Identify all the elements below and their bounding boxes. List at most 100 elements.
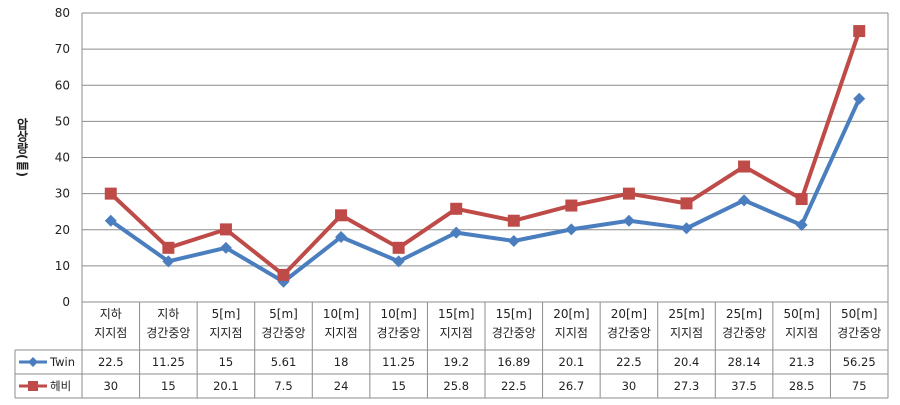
series-0: [104, 92, 866, 288]
table-cell: 30: [622, 379, 637, 393]
data-point: [162, 241, 175, 254]
y-tick-label: 60: [55, 78, 70, 92]
data-point: [622, 214, 635, 227]
x-tick-label: 5[m]: [212, 307, 241, 321]
data-point: [680, 197, 693, 210]
table-cell: 16.89: [497, 355, 530, 369]
data-point: [680, 222, 693, 235]
table-cell: 24: [334, 379, 349, 393]
y-tick-label: 40: [55, 151, 70, 165]
legend-label: Twin: [49, 355, 75, 369]
data-point: [795, 193, 808, 206]
table-cell: 22.5: [616, 355, 642, 369]
x-tick-label: 경간중앙: [146, 326, 190, 340]
table-cell: 37.5: [731, 379, 757, 393]
y-tick-label: 70: [55, 42, 70, 56]
table-cell: 11.25: [382, 355, 415, 369]
table-cell: 30: [103, 379, 118, 393]
x-tick-label: 지하: [100, 307, 122, 321]
y-tick-label: 0: [62, 295, 70, 309]
table-cell: 15: [219, 355, 234, 369]
x-tick-label: 경간중앙: [492, 326, 536, 340]
data-point: [162, 255, 175, 268]
data-point: [219, 241, 232, 254]
table-cell: 11.25: [152, 355, 185, 369]
data-point: [392, 241, 405, 254]
x-tick-label: 지지점: [440, 326, 473, 340]
gridlines: [82, 12, 888, 267]
table-cell: 25.8: [443, 379, 469, 393]
y-tick-label: 20: [55, 223, 70, 237]
x-tick-label: 경간중앙: [261, 326, 305, 340]
table-cell: 28.5: [789, 379, 815, 393]
data-point: [507, 214, 520, 227]
table-cell: 5.61: [271, 355, 297, 369]
data-point: [28, 381, 38, 391]
axes: 0 10 20 30 40 50 60 70 80: [55, 6, 889, 309]
data-point: [565, 223, 578, 236]
data-point: [450, 226, 463, 239]
data-point: [507, 234, 520, 247]
table-cell: 20.1: [559, 355, 585, 369]
x-tick-label: 경간중앙: [607, 326, 651, 340]
data-point: [28, 357, 38, 367]
data-point: [104, 214, 117, 227]
data-point: [335, 209, 348, 222]
x-tick-label: 15[m]: [496, 307, 532, 321]
table-cell: 15: [391, 379, 406, 393]
legend-label: 헤비: [50, 379, 71, 393]
y-tick-label: 50: [55, 114, 70, 128]
data-point: [450, 202, 463, 215]
table-cell: 28.14: [728, 355, 761, 369]
x-tick-label: 10[m]: [380, 307, 416, 321]
x-tick-label: 지지점: [94, 326, 127, 340]
series-line: [109, 97, 862, 284]
table-cell: 18: [334, 355, 349, 369]
data-point: [738, 160, 751, 173]
table-cell: 27.3: [674, 379, 700, 393]
x-tick-label: 50[m]: [841, 307, 877, 321]
data-point: [622, 187, 635, 200]
y-tick-label: 30: [55, 187, 70, 201]
x-tick-label: 경간중앙: [837, 326, 881, 340]
data-point: [565, 199, 578, 212]
table-cell: 21.3: [789, 355, 815, 369]
data-point: [853, 25, 866, 38]
x-tick-label: 25[m]: [726, 307, 762, 321]
x-tick-label: 지하: [157, 307, 179, 321]
table-cell: 26.7: [559, 379, 585, 393]
x-tick-label: 지지점: [209, 326, 242, 340]
data-point: [335, 230, 348, 243]
table-cell: 56.25: [843, 355, 876, 369]
data-point: [277, 268, 290, 281]
table-cell: 15: [161, 379, 176, 393]
table-cell: 22.5: [98, 355, 124, 369]
x-tick-label: 15[m]: [438, 307, 474, 321]
data-point: [104, 187, 117, 200]
x-tick-label: 지지점: [670, 326, 703, 340]
x-tick-label: 지지점: [555, 326, 588, 340]
x-tick-label: 5[m]: [269, 307, 298, 321]
series-lines: [104, 25, 866, 288]
table-cell: 19.2: [443, 355, 469, 369]
data-point: [392, 255, 405, 268]
table-cell: 22.5: [501, 379, 527, 393]
data-point: [219, 223, 232, 236]
table-cell: 20.1: [213, 379, 239, 393]
y-tick-label: 10: [55, 259, 70, 273]
data-point: [738, 194, 751, 207]
table-cell: 7.5: [274, 379, 292, 393]
table-cell: 20.4: [674, 355, 700, 369]
table-cell: 75: [852, 379, 867, 393]
data-point: [853, 92, 866, 105]
x-tick-label: 지지점: [325, 326, 358, 340]
y-tick-label: 80: [55, 6, 70, 20]
x-tick-label: 20[m]: [611, 307, 647, 321]
x-tick-label: 경간중앙: [377, 326, 421, 340]
x-tick-label: 경간중앙: [722, 326, 766, 340]
y-axis-label: 압상량(㎜): [15, 118, 29, 177]
series-1: [104, 25, 866, 281]
x-tick-label: 20[m]: [553, 307, 589, 321]
series-line: [109, 30, 862, 277]
